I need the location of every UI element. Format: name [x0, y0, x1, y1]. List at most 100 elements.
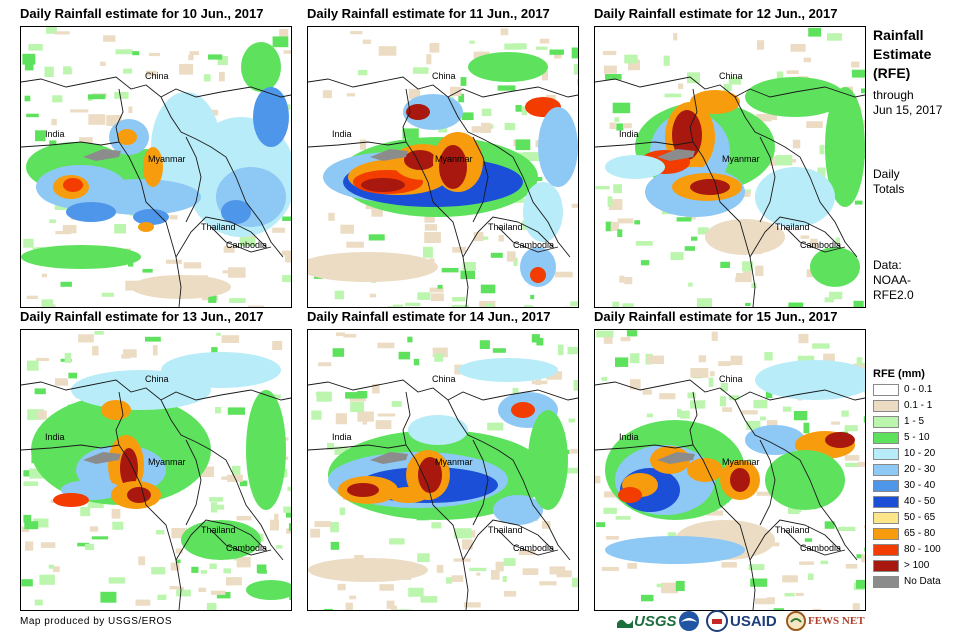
- rainfall-blob: [53, 493, 89, 507]
- rain-speckle: [812, 343, 830, 349]
- rainfall-map: China India Myanmar Thailand Cambodia: [594, 329, 866, 611]
- rain-speckle: [343, 333, 357, 338]
- rain-speckle: [286, 528, 291, 534]
- place-label-cambodia: Cambodia: [226, 543, 267, 553]
- rain-speckle: [750, 578, 768, 587]
- rain-speckle: [773, 608, 784, 610]
- rain-speckle: [318, 362, 332, 367]
- legend-label: 0 - 0.1: [904, 384, 933, 395]
- rain-speckle: [340, 224, 354, 234]
- rain-speckle: [605, 221, 613, 232]
- rain-speckle: [89, 526, 99, 532]
- map-panel-15-jun: Daily Rainfall estimate for 15 Jun., 201…: [594, 309, 866, 611]
- rain-speckle: [132, 51, 140, 56]
- rain-speckle: [596, 522, 606, 528]
- rain-speckle: [328, 212, 335, 221]
- rain-speckle: [861, 554, 865, 563]
- rain-speckle: [281, 250, 291, 256]
- rain-speckle: [413, 67, 429, 74]
- rain-speckle: [742, 261, 753, 272]
- rain-speckle: [270, 519, 279, 531]
- rain-speckle: [615, 357, 629, 367]
- rain-speckle: [601, 566, 619, 571]
- rain-speckle: [345, 392, 363, 399]
- rain-speckle: [335, 413, 347, 425]
- place-label-thailand: Thailand: [775, 222, 810, 232]
- rain-speckle: [539, 38, 550, 44]
- rain-speckle: [116, 49, 123, 55]
- rain-speckle: [390, 605, 397, 610]
- rainfall-blob: [418, 457, 442, 493]
- rain-speckle: [100, 591, 117, 603]
- rain-speckle: [377, 413, 396, 417]
- rain-speckle: [52, 566, 60, 573]
- rain-speckle: [735, 277, 752, 283]
- rainfall-blob: [127, 487, 151, 503]
- map-panel-14-jun: Daily Rainfall estimate for 14 Jun., 201…: [307, 309, 579, 611]
- usgs-logo: USGS: [617, 608, 677, 634]
- rain-speckle: [391, 401, 402, 407]
- rain-speckle: [504, 43, 521, 50]
- rain-speckle: [751, 283, 757, 289]
- rain-speckle: [462, 539, 473, 550]
- rain-speckle: [239, 480, 248, 487]
- rain-speckle: [502, 575, 507, 582]
- rainfall-map: China India Myanmar Thailand Cambodia: [20, 26, 292, 308]
- rain-speckle: [145, 336, 161, 342]
- rain-speckle: [829, 291, 843, 300]
- panel-title: Daily Rainfall estimate for 11 Jun., 201…: [307, 6, 550, 21]
- rain-speckle: [603, 507, 617, 514]
- rain-speckle: [450, 86, 462, 97]
- rainfall-blob: [246, 390, 286, 510]
- place-label-thailand: Thailand: [488, 222, 523, 232]
- panel-title: Daily Rainfall estimate for 13 Jun., 201…: [20, 309, 264, 324]
- rain-speckle: [760, 416, 766, 421]
- rain-speckle: [138, 556, 146, 566]
- rain-speckle: [570, 301, 578, 307]
- rain-speckle: [379, 584, 394, 591]
- rain-speckle: [189, 51, 200, 56]
- country-border: [185, 136, 202, 223]
- rain-speckle: [236, 557, 251, 568]
- rain-speckle: [197, 466, 215, 477]
- rainfall-blob: [605, 155, 665, 179]
- legend-swatch: [873, 496, 899, 508]
- rainfall-blob: [120, 448, 138, 488]
- rain-speckle: [434, 353, 444, 362]
- rain-speckle: [790, 43, 806, 52]
- rain-speckle: [711, 331, 718, 341]
- rain-speckle: [106, 115, 122, 126]
- rain-speckle: [845, 564, 858, 569]
- rain-speckle: [642, 389, 652, 395]
- rain-speckle: [452, 297, 466, 302]
- rain-speckle: [286, 511, 291, 518]
- rain-speckle: [558, 344, 564, 356]
- rain-speckle: [630, 353, 640, 364]
- legend-title: RFE (mm): [873, 368, 925, 380]
- rain-speckle: [339, 507, 346, 516]
- rain-speckle: [408, 587, 424, 597]
- rain-speckle: [863, 416, 865, 423]
- rain-speckle: [398, 351, 411, 360]
- rain-speckle: [856, 357, 863, 366]
- rain-speckle: [208, 54, 223, 60]
- rain-speckle: [283, 506, 291, 513]
- rain-speckle: [736, 273, 749, 281]
- map-panel-12-jun: Daily Rainfall estimate for 12 Jun., 201…: [594, 6, 866, 308]
- rain-speckle: [723, 84, 732, 92]
- rain-speckle: [461, 112, 474, 121]
- rain-speckle: [176, 589, 191, 597]
- rain-speckle: [408, 88, 420, 100]
- rain-speckle: [601, 376, 608, 382]
- rain-speckle: [111, 509, 121, 519]
- rain-speckle: [216, 591, 231, 599]
- rain-speckle: [101, 292, 114, 297]
- panel-title: Daily Rainfall estimate for 15 Jun., 201…: [594, 309, 838, 324]
- rainfall-blob: [825, 432, 855, 448]
- country-border: [595, 141, 694, 148]
- rain-speckle: [795, 592, 804, 596]
- rain-speckle: [680, 410, 690, 419]
- rainfall-blob: [730, 468, 750, 492]
- rain-speckle: [100, 61, 106, 66]
- data-label: NOAA-: [873, 273, 912, 287]
